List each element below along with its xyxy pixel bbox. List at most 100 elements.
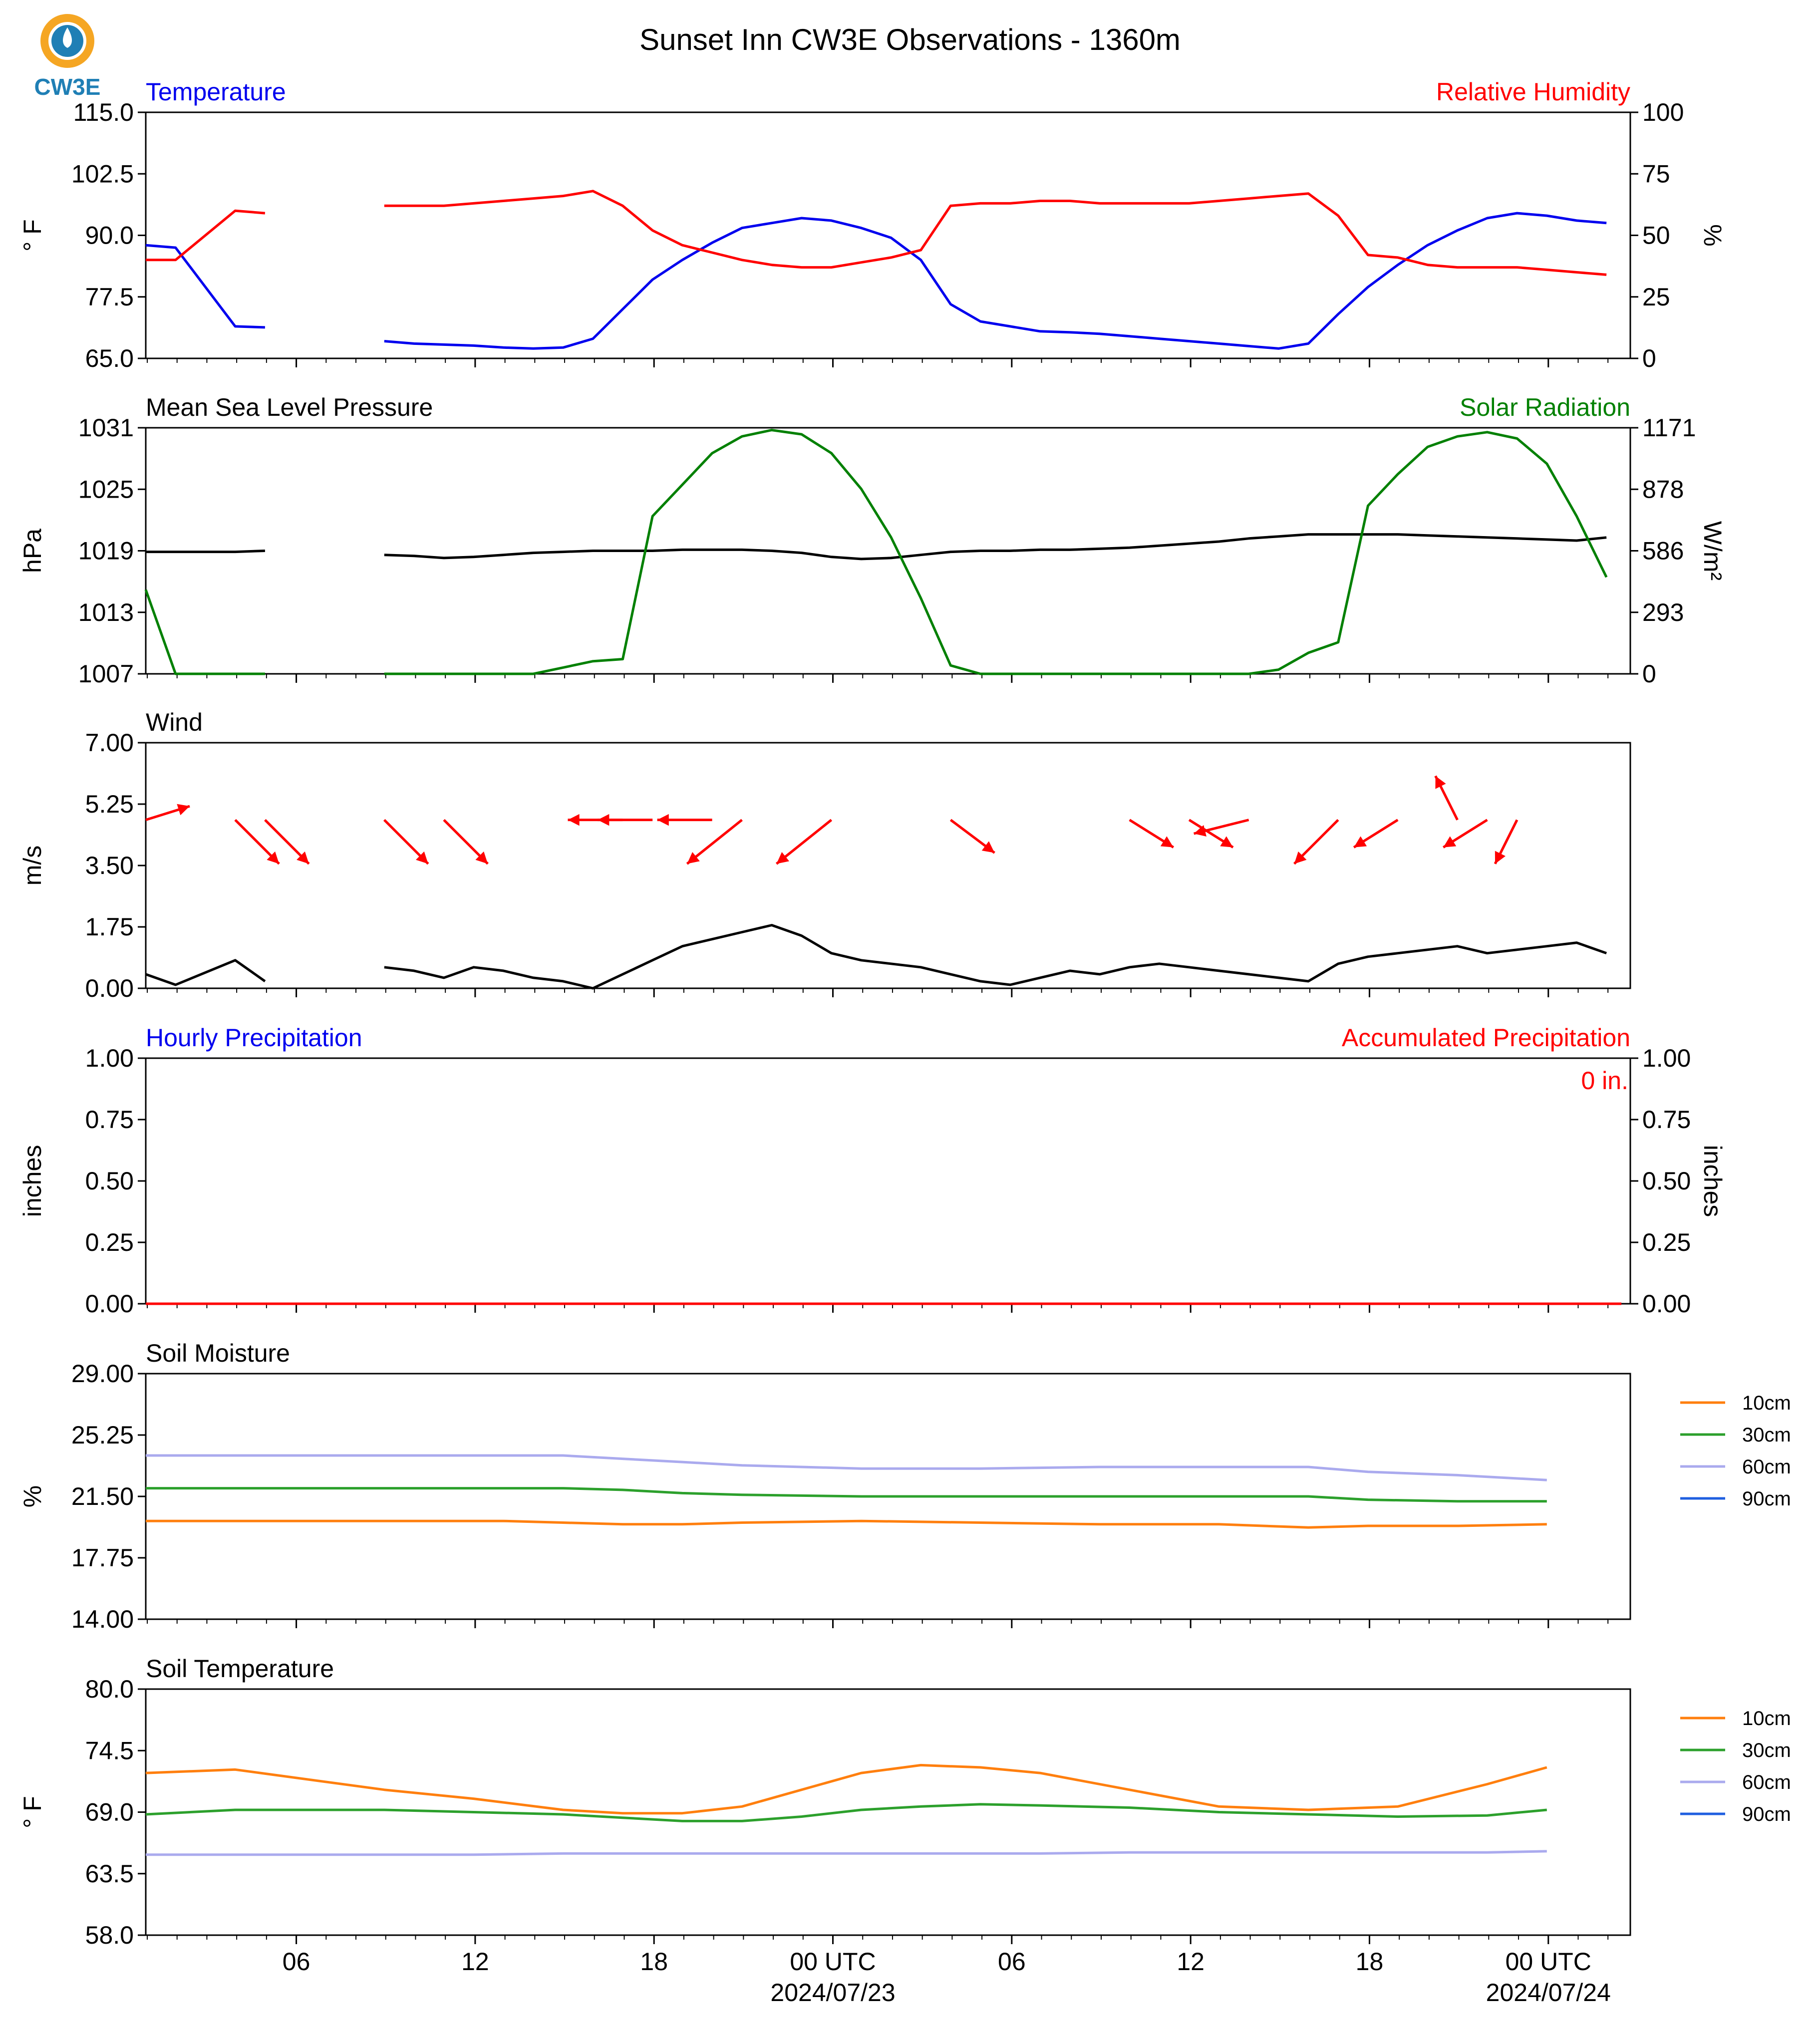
y-right-tick-label: 293	[1642, 598, 1684, 626]
series-line-30cm	[145, 1803, 1547, 1822]
y-tick-label: 0.50	[85, 1167, 134, 1195]
legend: 10cm 30cm 60cm 90cm	[1680, 1392, 1791, 1510]
y-tick-label: 0.75	[85, 1106, 134, 1134]
wind-arrow-head	[1294, 851, 1307, 864]
x-tick-label: 00 UTC	[790, 1948, 876, 1976]
panel-title-left: Wind	[146, 708, 203, 736]
y-tick-label: 0.00	[85, 974, 134, 1002]
y-right-tick-label: 75	[1642, 160, 1670, 188]
y-right-tick-label: 0.50	[1642, 1167, 1691, 1195]
y-axis-label: %	[18, 1485, 46, 1507]
series-line-60cm	[146, 1454, 1547, 1481]
y-axis-right-label: inches	[1699, 1145, 1727, 1217]
y-right-tick-label: 0.00	[1642, 1290, 1691, 1318]
y-tick-label: 115.0	[73, 98, 134, 126]
legend-label: 30cm	[1742, 1424, 1791, 1446]
y-right-tick-label: 1.00	[1642, 1044, 1691, 1072]
y-right-tick-label: 586	[1642, 537, 1684, 565]
panel-title-left: Soil Moisture	[146, 1339, 290, 1367]
y-tick-label: 1.00	[85, 1044, 134, 1072]
y-axis-right-label: %	[1699, 224, 1727, 246]
y-right-tick-label: 100	[1642, 98, 1684, 126]
y-tick-label: 80.0	[85, 1675, 134, 1703]
y-tick-label: 63.5	[85, 1860, 134, 1888]
series-line-mean-sea-level-pressure	[146, 533, 1607, 561]
panel-6: Soil Temperature 58.0 63.5 69.0 74.5 80.0 ° F 1…	[18, 1655, 1791, 1949]
y-tick-label: 5.25	[85, 790, 134, 818]
x-date-label: 2024/07/23	[770, 1979, 895, 2007]
y-tick-label: 1007	[78, 660, 134, 688]
wind-arrow-head	[475, 851, 488, 864]
wind-arrow-head	[1194, 825, 1207, 837]
wind-arrow-head	[177, 804, 190, 816]
panel-title-right: Solar Radiation	[1460, 393, 1630, 421]
x-tick-label: 18	[1356, 1948, 1384, 1976]
legend-label: 90cm	[1742, 1803, 1791, 1825]
wind-arrow	[686, 819, 743, 865]
y-tick-label: 1031	[78, 414, 134, 442]
y-tick-label: 69.0	[85, 1798, 134, 1826]
y-tick-label: 7.00	[85, 729, 134, 757]
y-tick-label: 0.25	[85, 1228, 134, 1256]
panel-title-left: Soil Temperature	[146, 1655, 334, 1683]
series-line-wind-speed	[145, 924, 1607, 990]
axes-frame	[145, 1057, 1631, 1305]
wind-arrow-head	[687, 852, 700, 864]
legend-label: 10cm	[1742, 1392, 1791, 1414]
wind-arrow-head	[598, 814, 609, 826]
wind-arrow-head	[981, 841, 995, 853]
panel-5: Soil Moisture 14.00 17.75 21.50 25.25 29.00% 1…	[18, 1339, 1791, 1633]
y-tick-label: 25.25	[71, 1421, 134, 1449]
wind-arrow-head	[1435, 776, 1446, 789]
panel-title-right: Relative Humidity	[1436, 78, 1630, 106]
legend-label: 60cm	[1742, 1456, 1791, 1478]
wind-arrow-head	[1443, 836, 1457, 848]
panels: Temperature Relative Humidity 65.0 77.5 90.0…	[18, 78, 1791, 2007]
y-tick-label: 14.00	[71, 1605, 134, 1633]
y-axis-right-label: W/m²	[1699, 521, 1727, 580]
x-date-label: 2024/07/24	[1486, 1979, 1611, 2007]
y-tick-label: 90.0	[85, 222, 134, 250]
y-tick-label: 65.0	[85, 344, 134, 372]
series-line-solar-radiation	[144, 429, 1608, 675]
wind-arrow-head	[297, 851, 309, 864]
wind-arrow-head	[657, 814, 669, 826]
y-tick-label: 102.5	[71, 160, 134, 188]
panel-title-left: Hourly Precipitation	[146, 1024, 362, 1052]
y-right-tick-label: 50	[1642, 222, 1670, 250]
series-line-10cm	[145, 1763, 1547, 1815]
y-right-tick-label: 0	[1642, 344, 1656, 372]
y-right-tick-label: 878	[1642, 475, 1684, 503]
y-tick-label: 0.00	[85, 1290, 134, 1318]
y-axis-label: ° F	[18, 219, 46, 251]
y-right-tick-label: 25	[1642, 283, 1670, 311]
y-tick-label: 77.5	[85, 283, 134, 311]
y-tick-label: 58.0	[85, 1921, 134, 1949]
y-tick-label: 29.00	[71, 1360, 134, 1388]
panel-4: Hourly Precipitation Accumulated Precipit…	[18, 1024, 1727, 1318]
series-line-60cm	[146, 1850, 1547, 1856]
x-tick-label: 18	[640, 1948, 668, 1976]
wind-arrow-head	[416, 851, 428, 864]
panel-1: Temperature Relative Humidity 65.0 77.5 90.0…	[18, 78, 1727, 372]
series-line-10cm	[146, 1519, 1547, 1529]
y-tick-label: 1.75	[85, 913, 134, 941]
series-line-30cm	[146, 1487, 1547, 1503]
y-axis-label: m/s	[18, 846, 46, 886]
logo-text: CW3E	[34, 74, 101, 100]
legend-label: 90cm	[1742, 1488, 1791, 1510]
x-tick-label: 00 UTC	[1506, 1948, 1591, 1976]
y-right-tick-label: 1171	[1642, 414, 1696, 442]
panel-2: Mean Sea Level Pressure Solar Radiation 10…	[18, 393, 1727, 688]
legend: 10cm 30cm 60cm 90cm	[1680, 1708, 1791, 1825]
wind-arrow-head	[568, 814, 580, 826]
logo-ring	[40, 14, 94, 68]
wind-arrow-head	[1220, 836, 1233, 848]
y-tick-label: 1019	[78, 537, 134, 565]
series-line-relative-humidity	[146, 190, 1607, 276]
series-line-temperature	[145, 212, 1607, 350]
axes-frame	[145, 1688, 1631, 1936]
legend-label: 10cm	[1742, 1708, 1791, 1730]
figure-title: Sunset Inn CW3E Observations - 1360m	[639, 23, 1181, 56]
